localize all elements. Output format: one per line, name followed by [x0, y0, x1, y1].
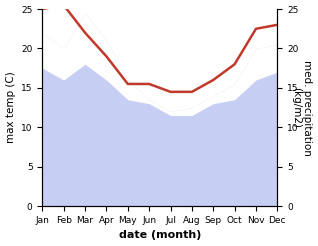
X-axis label: date (month): date (month) — [119, 231, 201, 240]
Y-axis label: max temp (C): max temp (C) — [5, 72, 16, 143]
Y-axis label: med. precipitation
(kg/m2): med. precipitation (kg/m2) — [291, 60, 313, 155]
